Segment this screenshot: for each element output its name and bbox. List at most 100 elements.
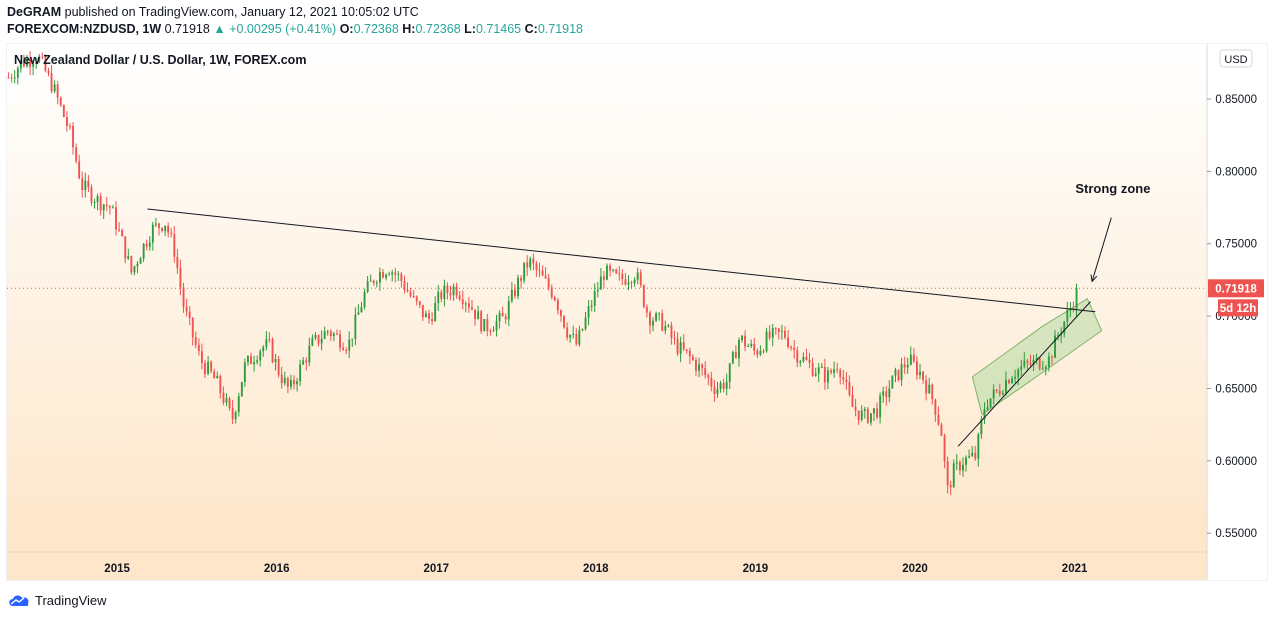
candle-down (161, 227, 163, 231)
candle-down (118, 229, 120, 231)
candle-down (701, 364, 704, 369)
candle-up (32, 64, 35, 67)
candle-down (458, 295, 461, 300)
candle-down (486, 319, 489, 331)
candle-down (695, 359, 697, 371)
candle-up (977, 434, 980, 459)
candle-down (836, 369, 839, 371)
high-label: H: (402, 22, 416, 36)
candle-up (980, 419, 983, 435)
candle-down (336, 333, 338, 335)
candle-down (566, 327, 569, 338)
candle-down (108, 206, 111, 208)
candle-up (820, 366, 823, 368)
candle-down (59, 97, 62, 106)
candle-down (842, 377, 845, 380)
candle-down (182, 287, 185, 307)
candle-up (731, 352, 734, 364)
candle-down (305, 360, 308, 363)
candle-down (90, 187, 93, 203)
candle-down (854, 406, 857, 411)
candle-down (1072, 308, 1075, 310)
candle-up (35, 61, 38, 65)
candle-down (474, 309, 476, 320)
candle-up (26, 59, 28, 67)
candle-down (62, 105, 65, 117)
candle-up (799, 361, 802, 363)
candle-up (952, 463, 955, 488)
price-tick-label: 0.60000 (1215, 456, 1257, 468)
candle-up (363, 291, 366, 307)
candle-up (627, 282, 630, 285)
candle-down (78, 161, 81, 179)
candle-up (483, 319, 486, 332)
candle-up (529, 258, 532, 268)
candle-down (204, 363, 206, 374)
candle-down (406, 289, 409, 292)
candle-up (517, 277, 519, 297)
candle-up (311, 338, 314, 346)
candle-down (480, 311, 483, 332)
candle-down (897, 369, 900, 381)
candle-up (240, 382, 243, 397)
candle-up (332, 333, 335, 336)
candle-down (191, 317, 194, 338)
candle-down (550, 287, 553, 298)
candle-down (501, 312, 504, 317)
candle-down (210, 361, 213, 372)
symbol-info: FOREXCOM:NZDUSD, 1W 0.71918 ▲ +0.00295 (… (7, 22, 583, 36)
price-tick-label: 0.75000 (1215, 239, 1257, 251)
candle-up (1001, 393, 1004, 395)
candle-down (167, 225, 170, 233)
footer-brand[interactable]: TradingView (7, 590, 107, 610)
candle-up (102, 204, 105, 211)
candle-down (471, 307, 473, 310)
publish-info: DeGRAM published on TradingView.com, Jan… (7, 5, 419, 19)
candle-down (1026, 360, 1029, 363)
candle-down (866, 408, 869, 423)
candle-down (547, 278, 550, 288)
time-tick-label: 2019 (743, 563, 769, 575)
candle-down (692, 356, 694, 360)
candle-up (664, 326, 667, 331)
candle-down (793, 347, 796, 351)
candle-down (121, 230, 124, 237)
candle-up (207, 361, 209, 374)
candle-up (259, 351, 262, 361)
descending-resistance-trendline (147, 208, 1096, 313)
candle-down (934, 399, 937, 415)
chart-area[interactable]: Strong zone New Zealand Dollar / U.S. Dol… (6, 43, 1268, 581)
time-tick-label: 2016 (264, 563, 290, 575)
candle-down (790, 347, 793, 348)
candle-up (93, 202, 96, 204)
candle-down (774, 328, 777, 330)
candle-down (848, 382, 851, 395)
candle-down (995, 389, 998, 391)
candle-up (1057, 335, 1060, 337)
candle-up (962, 464, 964, 471)
candle-down (649, 312, 651, 326)
open-value: 0.72368 (353, 22, 399, 36)
candle-up (357, 312, 360, 315)
candle-down (197, 344, 200, 352)
candle-up (679, 342, 682, 354)
candle-down (105, 204, 108, 207)
author-name[interactable]: DeGRAM (7, 5, 62, 19)
candle-up (667, 325, 670, 327)
candle-down (219, 376, 222, 393)
candle-down (937, 414, 940, 425)
candle-up (1063, 321, 1066, 334)
price-chart[interactable]: Strong zone New Zealand Dollar / U.S. Dol… (6, 43, 1268, 581)
candle-down (624, 279, 627, 285)
candle-down (23, 60, 25, 67)
low-label: L: (464, 22, 476, 36)
candle-up (658, 313, 661, 315)
ascending-support-trendline (957, 301, 1091, 447)
candle-up (1041, 368, 1044, 370)
candle-up (765, 331, 768, 352)
candle-down (29, 59, 31, 67)
countdown-label: 5d 12h (1220, 303, 1256, 315)
candle-down (688, 350, 691, 357)
candle-down (603, 276, 605, 280)
candle-down (317, 335, 320, 344)
